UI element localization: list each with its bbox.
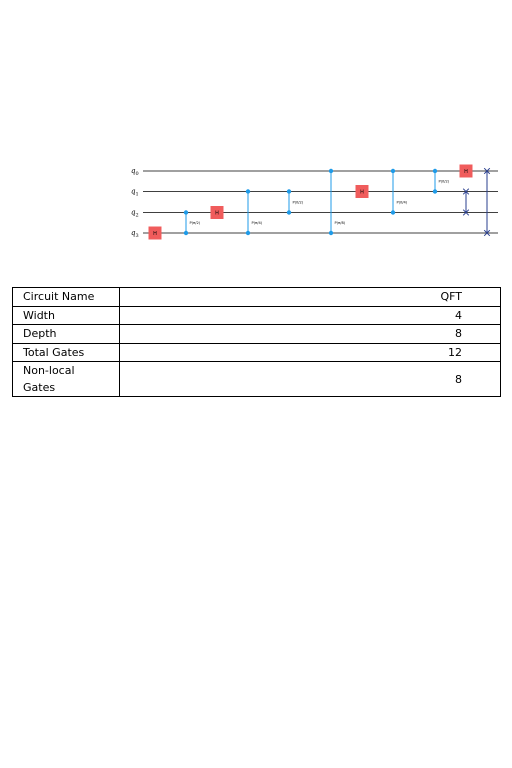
- h-gate-box: [355, 185, 369, 198]
- qubit-label: q1: [131, 188, 139, 198]
- controlled-phase-gate: P(π/2): [432, 168, 450, 194]
- control-dot: [245, 189, 251, 194]
- table-row: Width 4: [12, 305, 501, 326]
- swap-cross-icon: [462, 209, 470, 216]
- circuit-stats-table: Circuit Name QFT Width 4 Depth 8 Total G…: [12, 287, 501, 398]
- qubit-labels: q0 q1 q2 q3: [131, 167, 139, 239]
- swap-cross-icon: [483, 229, 491, 237]
- control-dot: [328, 168, 334, 174]
- control-dot: [286, 210, 292, 215]
- phase-label: P(π/2): [190, 221, 201, 225]
- h-gate-label: H: [153, 231, 157, 237]
- phase-label: P(π/2): [293, 201, 304, 205]
- phase-label: P(π/8): [335, 221, 346, 225]
- swap-gate: [462, 188, 470, 216]
- qubit-label: q3: [131, 229, 139, 239]
- controlled-phase-gate: P(π/8): [328, 168, 346, 236]
- circuit-operations: H P(π/2) H P(π/4) P(π/2) P(π/8) H P(π/4) P(π/2) H: [148, 164, 491, 240]
- h-gate: H: [355, 185, 369, 198]
- phase-label: P(π/4): [397, 201, 408, 205]
- stat-key: Depth: [12, 324, 120, 344]
- swap-cross-icon: [462, 188, 470, 195]
- qubit-wires: [143, 170, 498, 234]
- stat-value: 12: [119, 342, 501, 363]
- h-gate-label: H: [464, 169, 468, 175]
- h-gate-box: [210, 206, 224, 219]
- stat-value: QFT: [119, 287, 501, 307]
- h-gate: H: [148, 226, 162, 240]
- stat-value: 8: [119, 361, 501, 398]
- table-row: Total Gates 12: [12, 342, 501, 363]
- control-dot: [183, 210, 189, 215]
- controlled-phase-gate: P(π/4): [390, 168, 408, 215]
- h-gate: H: [210, 206, 224, 219]
- table-row: Circuit Name QFT: [12, 287, 501, 307]
- stat-key: Non-local Gates: [12, 361, 120, 398]
- stat-key: Circuit Name: [12, 287, 120, 307]
- stat-key: Width: [12, 305, 120, 326]
- control-dot: [390, 168, 396, 174]
- table-row: Non-local Gates 8: [12, 361, 501, 398]
- qubit-label-index: 0: [135, 171, 138, 177]
- stat-value: 8: [119, 324, 501, 344]
- controlled-phase-gate: P(π/2): [183, 210, 201, 236]
- control-dot: [390, 210, 396, 215]
- table-row: Depth 8: [12, 324, 501, 344]
- h-gate: H: [459, 164, 473, 178]
- control-dot: [183, 230, 189, 236]
- swap-gate: [483, 167, 491, 237]
- controlled-phase-gate: P(π/4): [245, 189, 263, 236]
- h-gate-label: H: [215, 210, 219, 216]
- control-dot: [432, 189, 438, 194]
- stat-value: 4: [119, 305, 501, 326]
- h-gate-box: [148, 226, 162, 240]
- h-gate-label: H: [360, 189, 364, 195]
- phase-label: P(π/4): [252, 221, 263, 225]
- circuit-diagram: q0 q1 q2 q3 H P(π/2) H P(π/4) P(π/2) P(π/8) H P(π/…: [131, 164, 498, 240]
- h-gate-box: [459, 164, 473, 178]
- control-dot: [432, 168, 438, 174]
- controlled-phase-gate: P(π/2): [286, 189, 304, 215]
- swap-cross-icon: [483, 167, 491, 175]
- control-dot: [286, 189, 292, 194]
- qubit-label: q0: [131, 167, 139, 177]
- qubit-label-index: 2: [135, 212, 138, 218]
- stat-key: Total Gates: [12, 342, 120, 363]
- qubit-label: q2: [131, 209, 139, 219]
- control-dot: [328, 230, 334, 236]
- qubit-label-index: 1: [135, 191, 138, 197]
- control-dot: [245, 230, 251, 236]
- phase-label: P(π/2): [439, 180, 450, 184]
- qubit-label-index: 3: [135, 233, 138, 239]
